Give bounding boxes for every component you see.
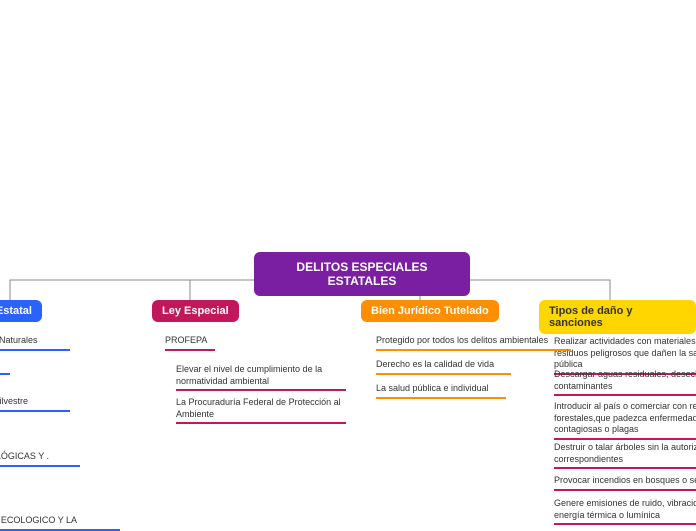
leaf-node-0-2: fauna silvestre — [0, 394, 70, 412]
branch-node-1: Ley Especial — [152, 300, 239, 322]
leaf-node-0-1: d — [0, 357, 10, 375]
leaf-node-0-0: cursos Naturales — [0, 333, 70, 351]
leaf-node-1-0: PROFEPA — [165, 333, 215, 351]
branch-node-0: tal Estatal — [0, 300, 42, 322]
leaf-node-3-5: Genere emisiones de ruido, vibraciones, … — [554, 496, 696, 525]
root-node: DELITOS ESPECIALES ESTATALES — [254, 252, 470, 296]
branch-node-3: Tipos de daño y sanciones — [539, 300, 696, 334]
leaf-node-0-4: L DEL EQUILIBRIO ECOLOGICO Y LA — [0, 513, 120, 531]
leaf-node-0-3: IVIDADES TECNOLÓGICAS Y . — [0, 449, 80, 467]
leaf-node-3-2: Introducir al país o comerciar con recur… — [554, 399, 696, 440]
leaf-node-3-3: Destruir o talar árboles sin la autoriza… — [554, 440, 696, 469]
leaf-node-2-2: La salud pública e individual — [376, 381, 506, 399]
leaf-node-1-2: La Procuraduría Federal de Protección al… — [176, 395, 346, 424]
leaf-node-2-1: Derecho es la calidad de vida — [376, 357, 511, 375]
leaf-node-2-0: Protegido por todos los delitos ambienta… — [376, 333, 571, 351]
leaf-node-3-1: Descargar aguas residuales, desechos o c… — [554, 367, 696, 396]
leaf-node-1-1: Elevar el nivel de cumplimiento de la no… — [176, 362, 346, 391]
leaf-node-3-4: Provocar incendios en bosques o selvas — [554, 473, 696, 491]
branch-node-2: Bien Jurídico Tutelado — [361, 300, 499, 322]
